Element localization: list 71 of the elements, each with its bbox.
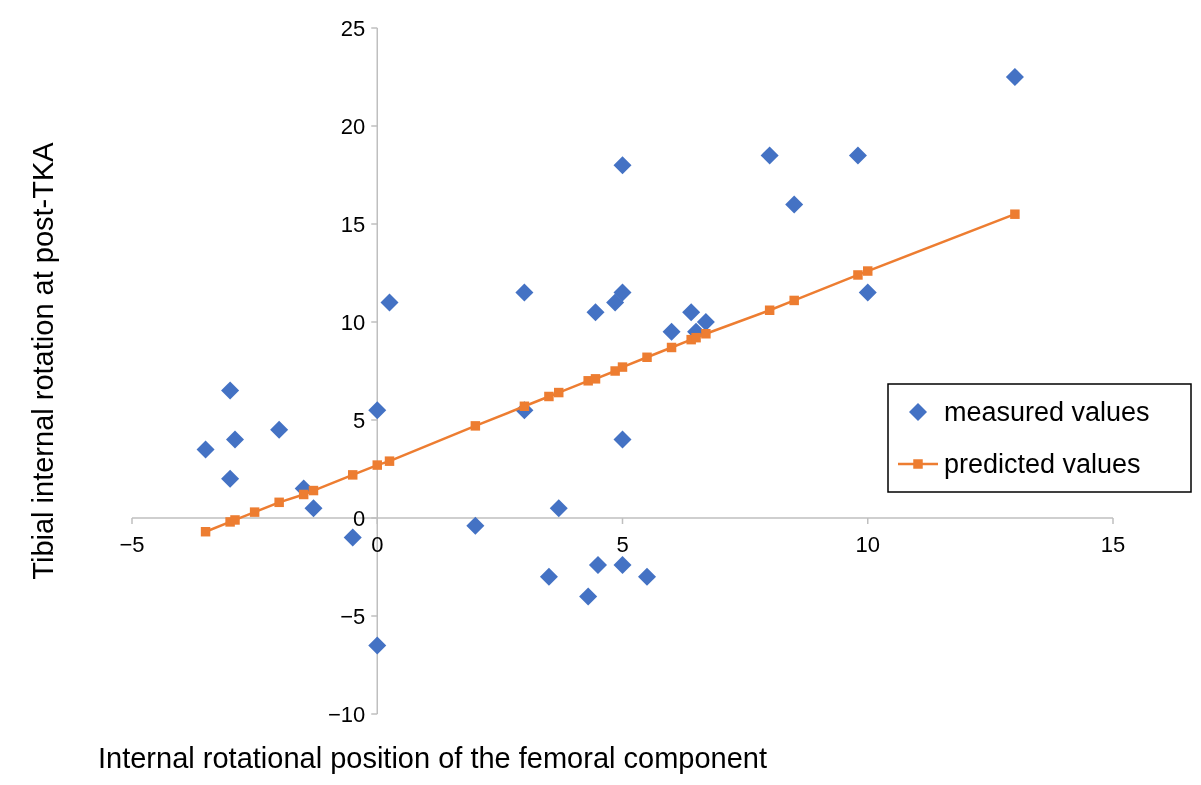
- x-tick-label: 15: [1100, 532, 1126, 557]
- point: [863, 266, 873, 276]
- point: [613, 156, 632, 175]
- point: [470, 421, 481, 431]
- point: [466, 516, 485, 535]
- y-tick-label: 20: [340, 113, 366, 139]
- y-tick-label: −10: [327, 701, 366, 727]
- point: [230, 515, 240, 525]
- point: [196, 440, 215, 459]
- point: [785, 195, 804, 214]
- point: [200, 526, 211, 537]
- point: [298, 489, 309, 500]
- point: [666, 342, 677, 353]
- point: [553, 387, 564, 398]
- point: [586, 303, 605, 322]
- y-tick-label: 0: [353, 505, 366, 531]
- point: [1010, 209, 1020, 219]
- point: [579, 587, 598, 606]
- point: [539, 567, 558, 586]
- point: [515, 283, 534, 302]
- point: [343, 528, 362, 547]
- point: [848, 146, 867, 165]
- y-tick-label: 25: [340, 15, 366, 41]
- x-tick-label: 5: [616, 532, 629, 557]
- point: [588, 556, 607, 575]
- point: [662, 322, 681, 341]
- legend-label: measured values: [944, 397, 1150, 428]
- y-tick-label: −5: [340, 603, 366, 629]
- y-axis-title: Tibial internal rotation at post-TKA: [27, 141, 59, 580]
- point: [764, 305, 775, 315]
- point: [789, 295, 799, 306]
- point: [1005, 67, 1024, 87]
- point: [270, 420, 289, 439]
- point: [853, 270, 863, 280]
- point: [642, 352, 652, 363]
- point: [682, 303, 701, 322]
- x-tick-label: 0: [371, 532, 384, 557]
- point: [221, 381, 240, 400]
- point: [691, 332, 701, 343]
- point: [638, 567, 657, 586]
- y-tick-label: 10: [340, 309, 366, 335]
- point: [380, 293, 399, 312]
- point: [347, 470, 358, 480]
- point: [701, 329, 711, 339]
- point: [760, 146, 779, 165]
- point: [308, 485, 319, 496]
- point: [368, 401, 387, 420]
- point: [274, 497, 284, 508]
- point: [304, 499, 323, 518]
- point: [606, 293, 625, 312]
- point: [544, 391, 554, 402]
- y-tick-label: 15: [340, 211, 366, 237]
- point: [858, 283, 877, 302]
- point: [225, 430, 245, 449]
- point: [696, 312, 715, 332]
- point: [613, 283, 632, 302]
- point: [549, 499, 568, 518]
- y-tick-label: 5: [353, 407, 366, 433]
- point: [613, 556, 632, 575]
- x-tick-label: 10: [855, 532, 880, 557]
- point: [249, 507, 260, 517]
- point: [613, 430, 632, 449]
- point: [221, 469, 240, 488]
- x-axis-title: Internal rotational position of the femoral component: [98, 742, 768, 774]
- legend-label: predicted values: [944, 449, 1141, 480]
- point: [590, 374, 601, 384]
- point: [384, 456, 395, 466]
- x-tick-label: −5: [119, 532, 145, 557]
- point: [368, 636, 387, 655]
- point: [617, 362, 628, 372]
- point: [372, 460, 382, 470]
